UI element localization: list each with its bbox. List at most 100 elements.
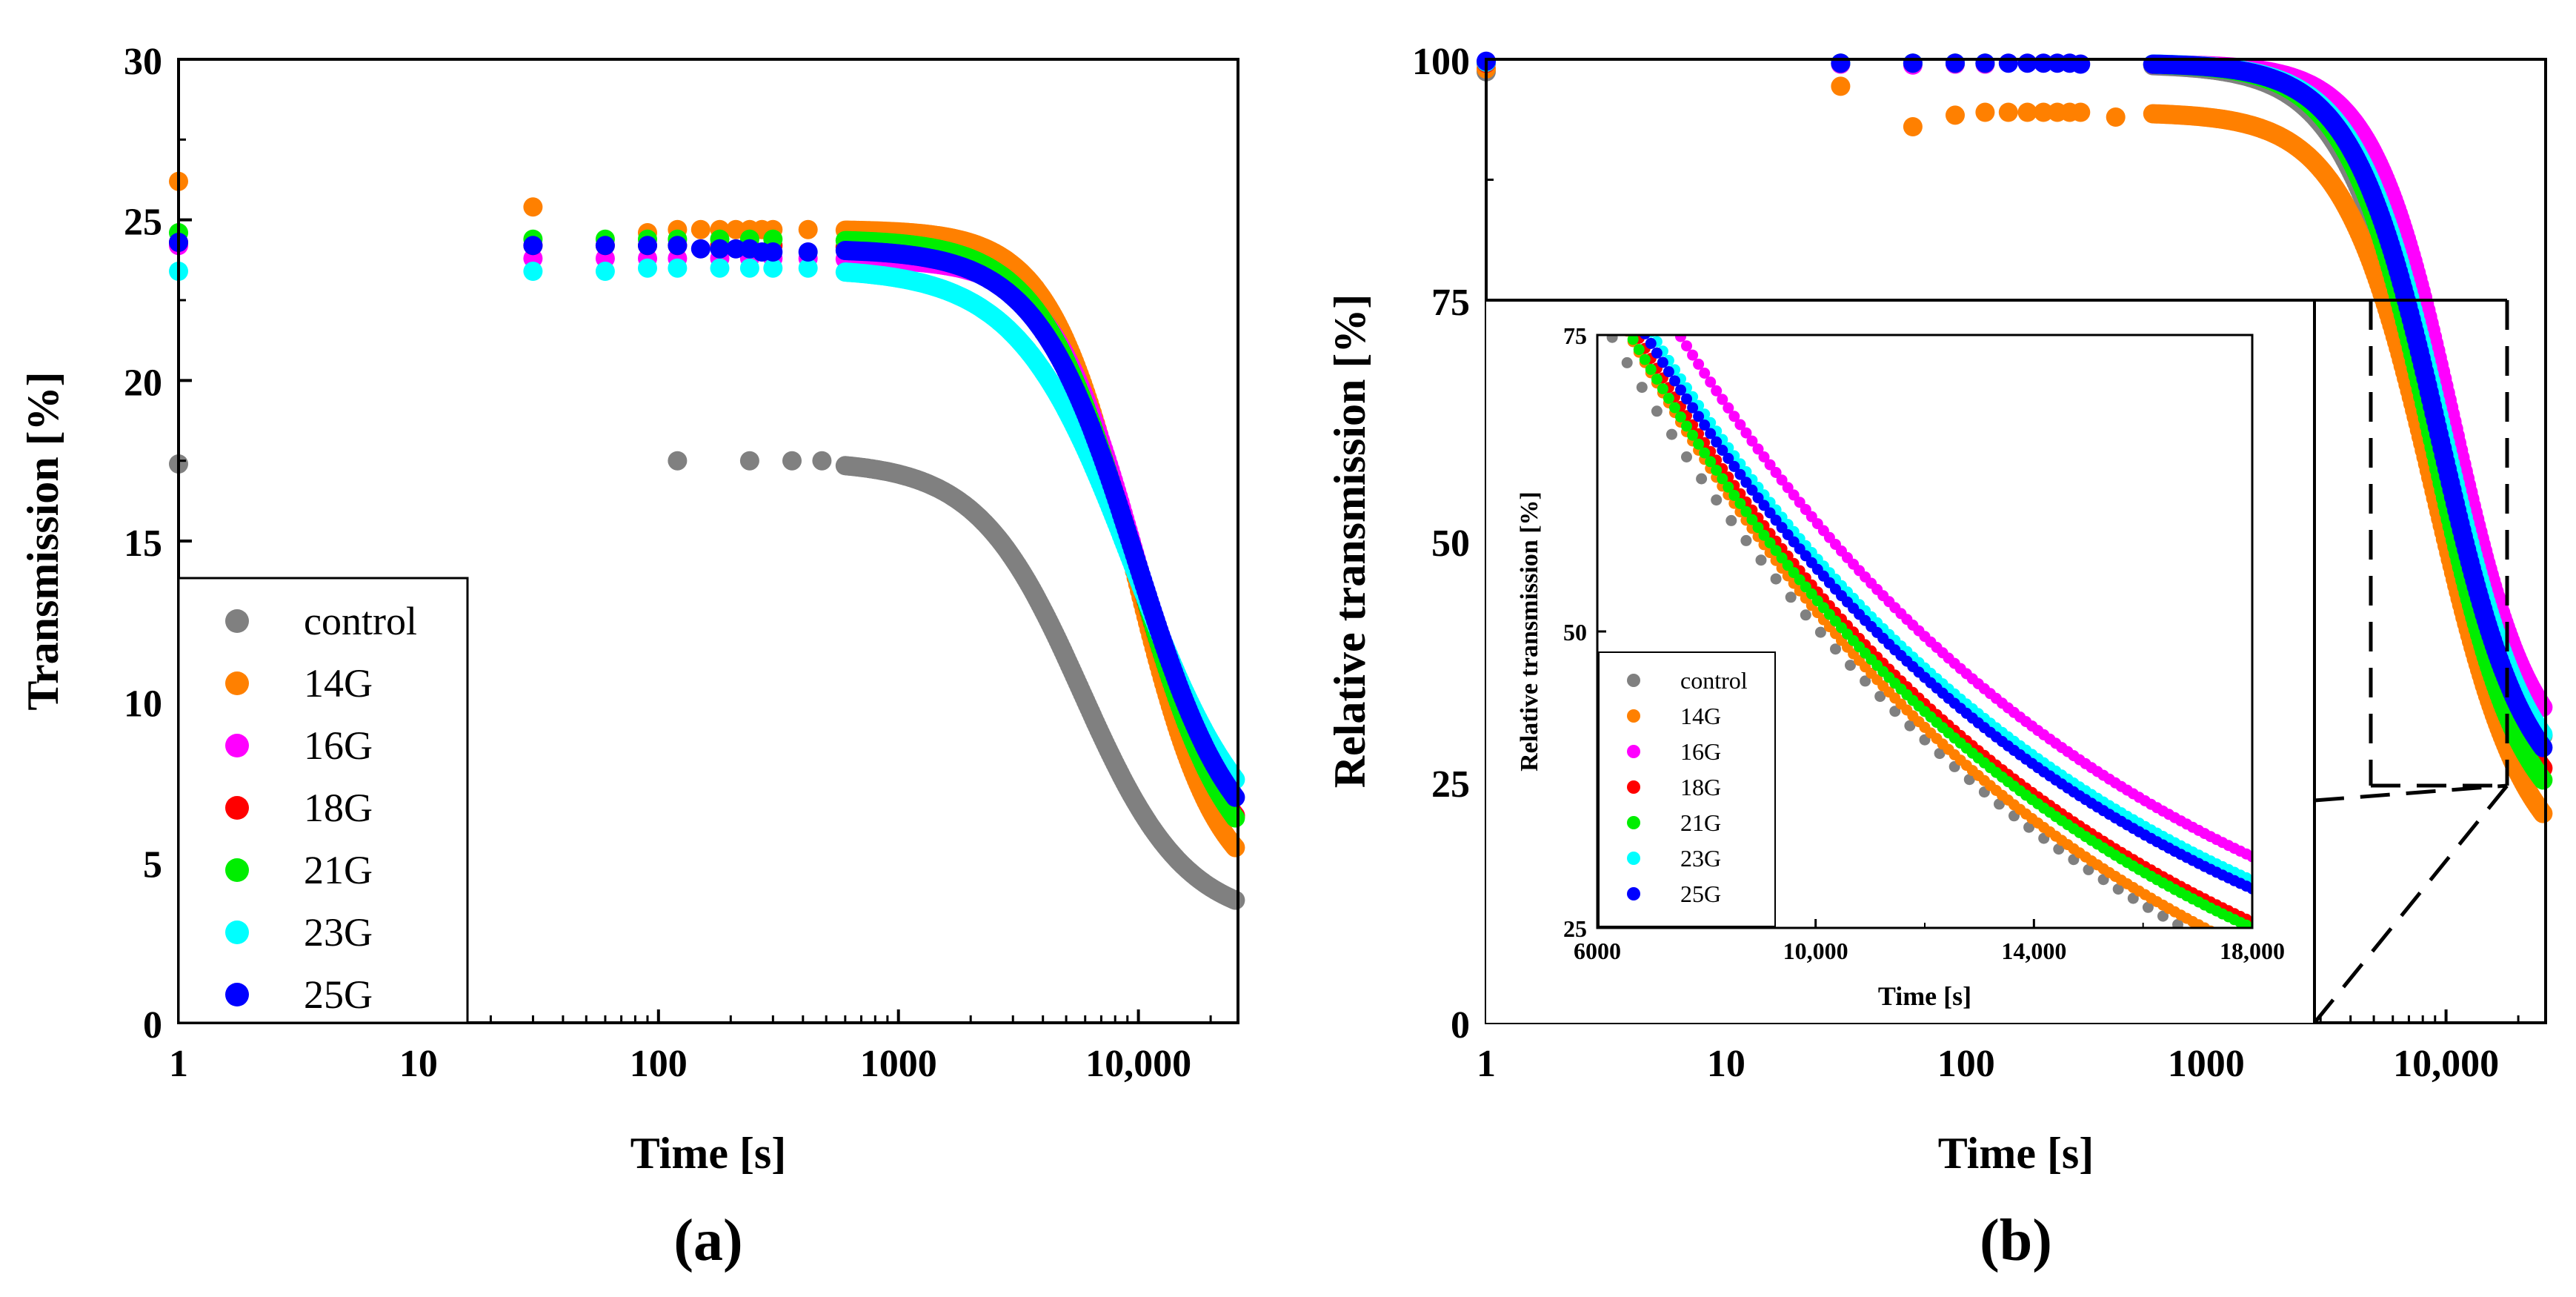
panel-b-x-tick-label-3: 1000: [2168, 1043, 2245, 1085]
panel-a-legend-marker-23g: [225, 920, 249, 944]
panel-a-legend-item-16g: 16G: [225, 723, 373, 768]
panel-a-point-21g-240: [1225, 808, 1245, 828]
panel-b-ticks: 1 10 100 1000 10,000 0 25 50 75 100: [1412, 41, 2520, 1085]
inset-point-16g-19: [1705, 377, 1717, 388]
panel-a-point-control-early-2: [739, 451, 759, 471]
panel-a-point-23g-early-3: [638, 258, 657, 278]
panel-a-point-25g-early-3: [638, 236, 657, 256]
inset-point-21g-8: [1639, 354, 1651, 365]
panel-b-y-tick-label-4: 100: [1412, 41, 1470, 83]
inset-point-control-11: [1755, 554, 1767, 566]
panel-b-point-25g-240: [2533, 737, 2553, 757]
panel-b-point-25g-early-4: [1975, 53, 1995, 73]
inset-point-21g-28: [1758, 529, 1770, 541]
inset-point-25g-10: [1651, 347, 1663, 359]
panel-a-y-tick-label-0: 0: [143, 1004, 162, 1046]
inset-point-25g-19: [1705, 428, 1717, 439]
inset-point-control-39: [2172, 919, 2183, 928]
inset-legend-label-14g: 14G: [1680, 703, 1721, 729]
panel-b-point-25g-early-10: [2071, 54, 2091, 74]
inset-point-25g-15: [1681, 393, 1692, 405]
inset-point-control-9: [1725, 514, 1737, 526]
inset-point-control-33: [2083, 863, 2094, 875]
inset-x-axis-label: Time [s]: [1878, 981, 1971, 1011]
inset-point-21g-9: [1645, 363, 1657, 375]
panel-a-legend: control 14G 16G 18G 21G 23G 25G: [177, 577, 469, 1024]
inset-point-control-7: [1696, 473, 1708, 485]
inset-legend-item-14g: 14G: [1627, 703, 1721, 729]
panel-a-x-tick-label-0: 1: [169, 1043, 188, 1085]
inset-y-tick-label-2: 75: [1563, 322, 1587, 349]
panel-a-legend-item-control: control: [225, 599, 417, 643]
inset-x-tick-label-3: 18,000: [2220, 938, 2285, 964]
panel-a-legend-item-14g: 14G: [225, 661, 373, 706]
panel-a-legend-item-25g: 25G: [225, 972, 373, 1017]
inset-x-tick-label-0: 6000: [1574, 938, 1621, 964]
inset-point-25g-13: [1669, 375, 1680, 387]
inset-legend-item-control: control: [1627, 667, 1748, 694]
inset-point-25g-17: [1693, 411, 1705, 422]
inset-point-21g-17: [1693, 438, 1705, 450]
inset-series-control: [1606, 335, 2196, 928]
inset-x-tick-label-2: 14,000: [2001, 938, 2066, 964]
panel-a-y-tick-label-2: 10: [124, 683, 162, 726]
inset-point-21g-7: [1633, 344, 1645, 356]
inset-point-25g-16: [1687, 402, 1699, 414]
panel-a-point-25g-early-4: [668, 236, 688, 256]
inset-point-control-29: [2023, 821, 2035, 833]
inset-point-16g-17: [1693, 358, 1705, 370]
inset-legend-label-23g: 23G: [1680, 845, 1721, 872]
inset-point-21g-27: [1752, 522, 1764, 534]
inset-point-21g-13: [1669, 402, 1680, 414]
panel-a-y-tick-label-5: 25: [124, 202, 162, 244]
inset-point-control-5: [1666, 428, 1677, 440]
inset-point-25g-20: [1711, 436, 1723, 448]
panel-a-point-23g-early-5: [710, 258, 730, 278]
panel-b-point-25g-early-1: [1831, 53, 1851, 73]
inset-point-25g-22: [1723, 453, 1734, 464]
inset-point-control-37: [2142, 901, 2154, 913]
inset-point-21g-10: [1651, 374, 1663, 385]
inset-legend-item-21g: 21G: [1627, 809, 1721, 836]
inset-point-25g-24: [1734, 468, 1746, 480]
panel-b-point-25g-early-5: [1998, 53, 2018, 73]
panel-b-zoom-connector-lower: [2313, 784, 2509, 1024]
inset-point-21g-30: [1770, 545, 1782, 557]
inset-y-tick-label-0: 25: [1563, 915, 1587, 942]
panel-a-point-control-early-4: [812, 451, 832, 471]
inset-point-16g-22: [1723, 402, 1734, 414]
panel-a-point-25g-early-5: [690, 239, 710, 259]
panel-a-point-23g-early-1: [523, 262, 543, 281]
inset-point-21g-31: [1776, 552, 1788, 564]
inset-point-control-13: [1785, 591, 1797, 603]
inset-point-21g-22: [1723, 481, 1734, 493]
panel-b-y-tick-label-0: 0: [1451, 1004, 1470, 1046]
panel-a-point-23g-early-6: [739, 258, 759, 278]
panel-b-point-21g-240: [2533, 770, 2553, 790]
inset-legend-label-16g: 16G: [1680, 738, 1721, 765]
inset-legend-label-25g: 25G: [1680, 880, 1721, 907]
panel-a-y-tick-label-1: 5: [143, 843, 162, 886]
inset-point-21g-20: [1711, 465, 1723, 476]
panel-b-y-tick-label-2: 50: [1431, 523, 1470, 565]
panel-a-legend-label-18g: 18G: [304, 786, 373, 830]
inset-point-control-16: [1830, 643, 1841, 655]
panel-a-series-control: [169, 451, 1245, 910]
panel-a-point-25g-early-2: [595, 236, 615, 256]
inset-point-control-2: [1621, 356, 1633, 368]
panel-a-point-25g-early-7: [726, 239, 746, 259]
inset-point-21g-21: [1717, 473, 1728, 485]
inset-legend-items: control 14G 16G 18G 21G 23G 25G: [1627, 667, 1748, 907]
inset-point-control-12: [1770, 573, 1782, 585]
panel-a-legend-marker-25g: [225, 983, 249, 1006]
panel-a-point-23g-early-2: [595, 262, 615, 281]
panel-b-point-14g-early-7: [2034, 102, 2054, 122]
inset-point-21g-110: [2246, 922, 2252, 928]
panel-b-points: [1477, 51, 2553, 823]
panel-b-point-14g-early-10: [2071, 102, 2091, 122]
inset-legend-label-control: control: [1680, 667, 1748, 694]
inset-point-21g-11: [1657, 383, 1668, 395]
panel-b-point-14g-240: [2533, 803, 2553, 823]
inset-point-control-15: [1814, 626, 1826, 638]
inset-legend-item-25g: 25G: [1627, 880, 1721, 907]
